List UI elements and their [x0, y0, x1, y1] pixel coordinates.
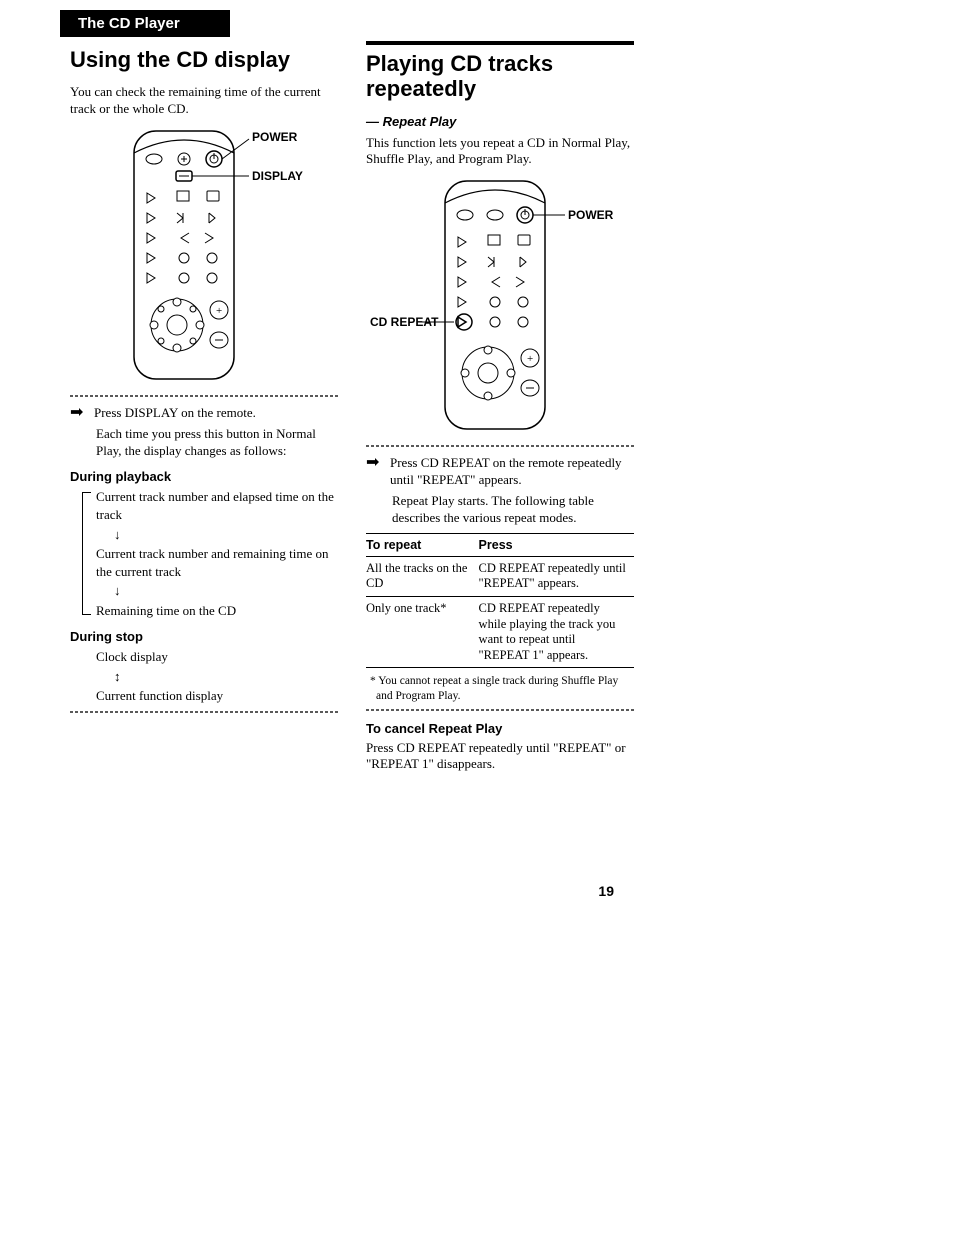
right-title: Playing CD tracks repeatedly	[366, 51, 634, 102]
table-cell: CD REPEAT repeatedly until "REPEAT" appe…	[479, 556, 634, 596]
table-cell: CD REPEAT repeatedly while playing the t…	[479, 596, 634, 668]
right-subtitle: — Repeat Play	[366, 114, 634, 129]
thick-rule	[366, 41, 634, 45]
flow-item: Current function display	[96, 687, 338, 705]
left-column: Using the CD display You can check the r…	[70, 41, 338, 899]
display-button-icon	[176, 171, 192, 181]
arrow-icon: ➡	[70, 405, 94, 422]
step-text: Press CD REPEAT on the remote repeatedly…	[390, 455, 634, 489]
flow-item: Clock display	[96, 648, 338, 666]
divider	[366, 445, 634, 447]
power-button-icon	[206, 151, 222, 167]
right-intro: This function lets you repeat a CD in No…	[366, 135, 634, 168]
callout-power: POWER	[252, 130, 298, 144]
down-arrow-icon: ↓	[114, 526, 338, 544]
table-row: All the tracks on the CD CD REPEAT repea…	[366, 556, 634, 596]
callout-cd-repeat: CD REPEAT	[370, 315, 439, 329]
during-stop-head: During stop	[70, 629, 338, 644]
updown-arrow-icon: ↕	[114, 668, 338, 686]
playback-flow: Current track number and elapsed time on…	[96, 488, 338, 619]
flow-item: Current track number and remaining time …	[96, 545, 338, 580]
table-row: Only one track* CD REPEAT repeatedly whi…	[366, 596, 634, 668]
down-arrow-icon: ↓	[114, 582, 338, 600]
arrow-icon: ➡	[366, 455, 390, 489]
left-intro: You can check the remaining time of the …	[70, 84, 338, 117]
left-title: Using the CD display	[70, 47, 338, 72]
chapter-tab: The CD Player	[60, 10, 230, 37]
power-button-icon	[517, 207, 533, 223]
svg-text:+: +	[216, 305, 222, 317]
cancel-head: To cancel Repeat Play	[366, 721, 634, 736]
remote-diagram-display: POWER DISPLAY	[70, 125, 338, 385]
divider	[366, 709, 634, 711]
svg-text:+: +	[527, 353, 533, 365]
callout-power: POWER	[568, 208, 614, 222]
table-footnote: * You cannot repeat a single track durin…	[370, 674, 634, 703]
repeat-table: To repeat Press All the tracks on the CD…	[366, 533, 634, 669]
table-cell: Only one track*	[366, 596, 479, 668]
stop-flow: Clock display ↕ Current function display	[96, 648, 338, 705]
callout-display: DISPLAY	[252, 169, 303, 183]
table-cell: All the tracks on the CD	[366, 556, 479, 596]
step-detail: Repeat Play starts. The following table …	[392, 493, 634, 527]
cancel-body: Press CD REPEAT repeatedly until "REPEAT…	[366, 740, 634, 773]
flow-item: Current track number and elapsed time on…	[96, 488, 338, 523]
step-press-repeat: ➡ Press CD REPEAT on the remote repeated…	[366, 455, 634, 489]
right-column: Playing CD tracks repeatedly — Repeat Pl…	[366, 41, 634, 899]
divider	[70, 711, 338, 713]
flow-item: Remaining time on the CD	[96, 602, 338, 620]
table-header: Press	[479, 533, 634, 556]
page-number: 19	[366, 883, 634, 899]
table-header: To repeat	[366, 533, 479, 556]
step-press-display: ➡ Press DISPLAY on the remote.	[70, 405, 338, 422]
remote-diagram-repeat: POWER CD REPEAT	[366, 175, 634, 435]
step-text: Press DISPLAY on the remote.	[94, 405, 256, 422]
during-playback-head: During playback	[70, 469, 338, 484]
divider	[70, 395, 338, 397]
step-detail: Each time you press this button in Norma…	[96, 426, 338, 460]
